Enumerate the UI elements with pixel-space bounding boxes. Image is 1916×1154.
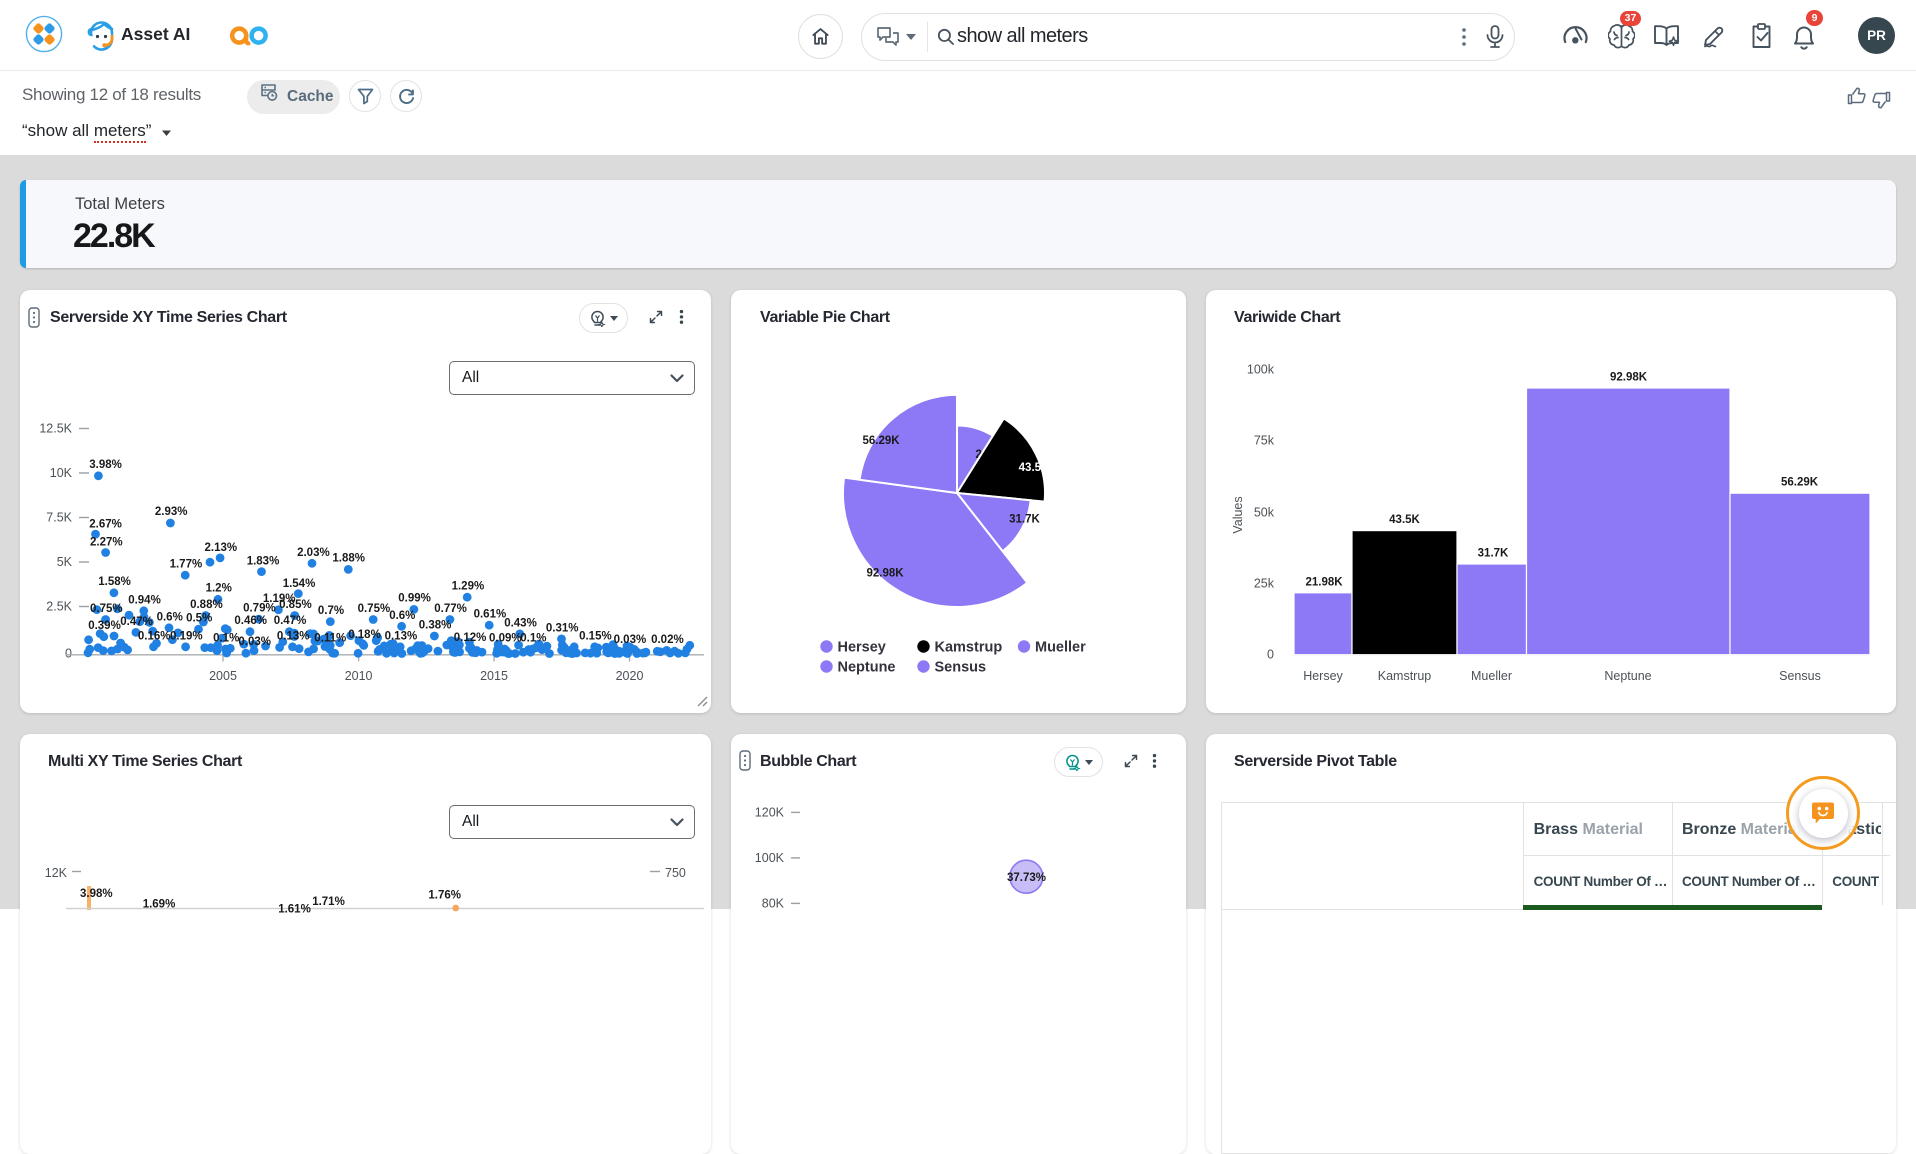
svg-text:0.09%: 0.09%	[489, 633, 522, 645]
svg-text:750: 750	[665, 866, 686, 880]
svg-text:100K: 100K	[755, 851, 785, 865]
svg-text:80K: 80K	[762, 897, 785, 911]
svg-text:1.58%: 1.58%	[98, 576, 131, 588]
svg-text:3.98%: 3.98%	[89, 459, 122, 471]
svg-text:Mueller: Mueller	[1471, 669, 1512, 683]
svg-text:0.13%: 0.13%	[385, 630, 418, 642]
svg-text:1.83%: 1.83%	[247, 555, 280, 567]
svg-text:2.67%: 2.67%	[89, 518, 122, 530]
svg-text:0.61%: 0.61%	[474, 609, 507, 621]
svg-text:1.19%: 1.19%	[263, 593, 296, 605]
svg-text:120K: 120K	[755, 806, 785, 820]
svg-text:1.2%: 1.2%	[206, 582, 232, 594]
svg-text:0.75%: 0.75%	[90, 603, 123, 615]
svg-text:1.76%: 1.76%	[428, 890, 461, 902]
svg-text:0: 0	[65, 647, 72, 661]
svg-text:0.75%: 0.75%	[358, 603, 391, 615]
svg-text:7.5K: 7.5K	[46, 511, 72, 525]
svg-text:Neptune: Neptune	[838, 660, 896, 676]
svg-text:0.47%: 0.47%	[274, 615, 307, 627]
svg-text:0.1%: 0.1%	[520, 633, 546, 645]
svg-text:1.29%: 1.29%	[452, 581, 485, 593]
svg-text:0.03%: 0.03%	[614, 634, 647, 646]
svg-text:2.5K: 2.5K	[46, 600, 72, 614]
svg-text:92.98K: 92.98K	[866, 568, 904, 580]
svg-text:1.77%: 1.77%	[170, 559, 203, 571]
svg-text:0.47%: 0.47%	[120, 616, 153, 628]
svg-text:10K: 10K	[50, 466, 73, 480]
svg-text:0: 0	[1267, 648, 1274, 662]
svg-text:1.54%: 1.54%	[283, 578, 316, 590]
svg-text:Sensus: Sensus	[935, 660, 987, 676]
svg-text:Neptune: Neptune	[1604, 669, 1651, 683]
svg-text:75k: 75k	[1254, 434, 1275, 448]
svg-text:1.88%: 1.88%	[332, 553, 365, 565]
svg-text:2.03%: 2.03%	[297, 547, 330, 559]
svg-text:0.18%: 0.18%	[348, 629, 381, 641]
svg-text:31.7K: 31.7K	[1478, 548, 1509, 560]
svg-text:2005: 2005	[209, 669, 237, 683]
svg-text:92.98K: 92.98K	[1610, 372, 1648, 384]
svg-text:56.29K: 56.29K	[862, 435, 900, 447]
svg-text:0.5%: 0.5%	[186, 613, 212, 625]
svg-text:31.7K: 31.7K	[1009, 514, 1040, 526]
svg-text:0.15%: 0.15%	[579, 630, 612, 642]
svg-text:Mueller: Mueller	[1035, 640, 1086, 656]
svg-text:Hersey: Hersey	[1303, 669, 1343, 683]
svg-text:0.03%: 0.03%	[238, 636, 271, 648]
svg-text:2020: 2020	[616, 669, 644, 683]
svg-text:0.39%: 0.39%	[88, 620, 121, 632]
svg-text:2.27%: 2.27%	[90, 536, 123, 548]
svg-text:21.98K: 21.98K	[1305, 577, 1343, 589]
svg-text:Kamstrup: Kamstrup	[935, 640, 1003, 656]
svg-text:2010: 2010	[345, 669, 373, 683]
svg-text:2015: 2015	[480, 669, 508, 683]
svg-text:50k: 50k	[1254, 506, 1275, 520]
svg-text:0.99%: 0.99%	[398, 593, 431, 605]
svg-text:12.5K: 12.5K	[39, 422, 72, 436]
svg-text:Sensus: Sensus	[1779, 669, 1821, 683]
svg-text:2.93%: 2.93%	[155, 506, 188, 518]
svg-text:Values: Values	[1231, 496, 1245, 533]
svg-text:1.69%: 1.69%	[143, 899, 176, 911]
svg-text:3.98%: 3.98%	[80, 888, 113, 900]
svg-text:Hersey: Hersey	[838, 640, 886, 656]
svg-text:1.71%: 1.71%	[312, 896, 345, 908]
svg-text:0.77%: 0.77%	[434, 603, 467, 615]
svg-text:12K: 12K	[45, 866, 68, 880]
svg-text:56.29K: 56.29K	[1781, 477, 1819, 489]
svg-text:0.6%: 0.6%	[157, 611, 183, 623]
svg-text:0.43%: 0.43%	[504, 617, 537, 629]
svg-text:0.88%: 0.88%	[190, 599, 223, 611]
svg-text:5K: 5K	[57, 555, 73, 569]
svg-text:0.19%: 0.19%	[170, 630, 203, 642]
svg-text:0.79%: 0.79%	[243, 603, 276, 615]
svg-text:0.85%: 0.85%	[279, 599, 312, 611]
svg-text:0.46%: 0.46%	[234, 615, 267, 627]
svg-text:0.6%: 0.6%	[389, 610, 415, 622]
svg-text:0.94%: 0.94%	[128, 594, 161, 606]
svg-text:43.5K: 43.5K	[1389, 514, 1420, 526]
svg-text:2.13%: 2.13%	[204, 542, 237, 554]
svg-text:100k: 100k	[1247, 363, 1275, 377]
svg-text:0.38%: 0.38%	[419, 620, 452, 632]
svg-text:0.1%: 0.1%	[213, 633, 239, 645]
svg-text:0.13%: 0.13%	[277, 630, 310, 642]
svg-text:25k: 25k	[1254, 577, 1275, 591]
svg-text:0.11%: 0.11%	[314, 633, 346, 645]
svg-text:0.31%: 0.31%	[546, 622, 579, 634]
svg-text:0.12%: 0.12%	[454, 632, 487, 644]
svg-text:0.16%: 0.16%	[138, 630, 171, 642]
svg-text:1.61%: 1.61%	[278, 904, 311, 916]
svg-text:43.5K: 43.5K	[1019, 462, 1050, 474]
svg-text:37.73%: 37.73%	[1007, 872, 1046, 884]
svg-text:0.7%: 0.7%	[318, 605, 344, 617]
svg-text:0.02%: 0.02%	[651, 634, 684, 646]
svg-text:Kamstrup: Kamstrup	[1378, 669, 1432, 683]
